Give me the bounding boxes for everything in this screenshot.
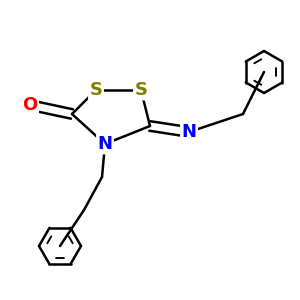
Text: O: O [22,96,38,114]
Text: S: S [89,81,103,99]
Text: N: N [182,123,196,141]
Text: S: S [134,81,148,99]
Text: N: N [98,135,112,153]
